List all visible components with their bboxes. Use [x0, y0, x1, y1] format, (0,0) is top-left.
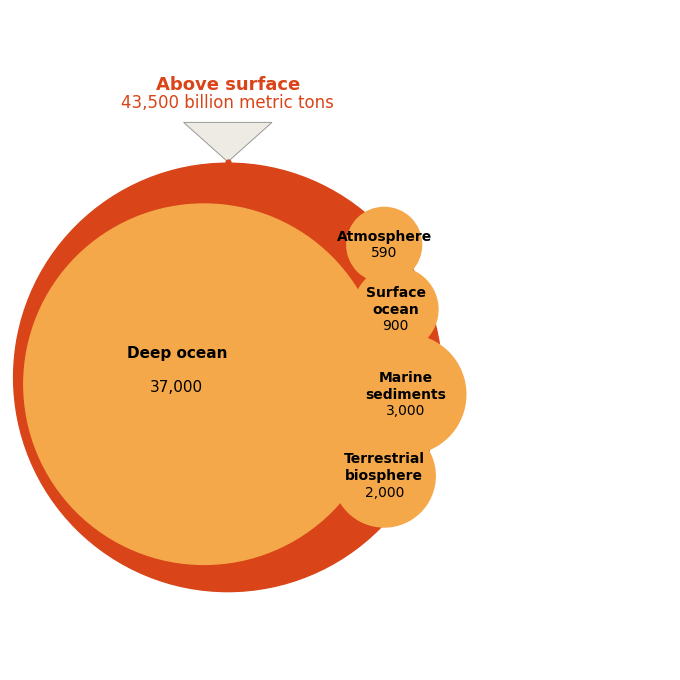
Text: 43,500 billion metric tons: 43,500 billion metric tons [121, 95, 335, 112]
Text: ocean: ocean [373, 303, 419, 317]
Text: 3,000: 3,000 [386, 404, 426, 418]
Text: sediments: sediments [366, 388, 446, 402]
Text: 590: 590 [371, 246, 397, 260]
Text: biosphere: biosphere [345, 469, 423, 483]
Text: 2,000: 2,000 [364, 486, 404, 500]
Circle shape [354, 267, 438, 352]
Circle shape [346, 335, 466, 454]
Circle shape [24, 204, 384, 564]
Text: 37,000: 37,000 [150, 380, 203, 395]
Circle shape [347, 207, 422, 282]
Text: Above surface: Above surface [156, 76, 300, 94]
Text: Terrestrial: Terrestrial [343, 452, 425, 466]
Text: Deep ocean: Deep ocean [126, 346, 227, 361]
Polygon shape [184, 122, 272, 162]
Text: Atmosphere: Atmosphere [337, 230, 432, 243]
Text: 900: 900 [383, 319, 409, 333]
Text: Marine: Marine [379, 371, 433, 385]
Text: Surface: Surface [366, 286, 426, 300]
Circle shape [14, 163, 442, 592]
Circle shape [333, 425, 435, 527]
